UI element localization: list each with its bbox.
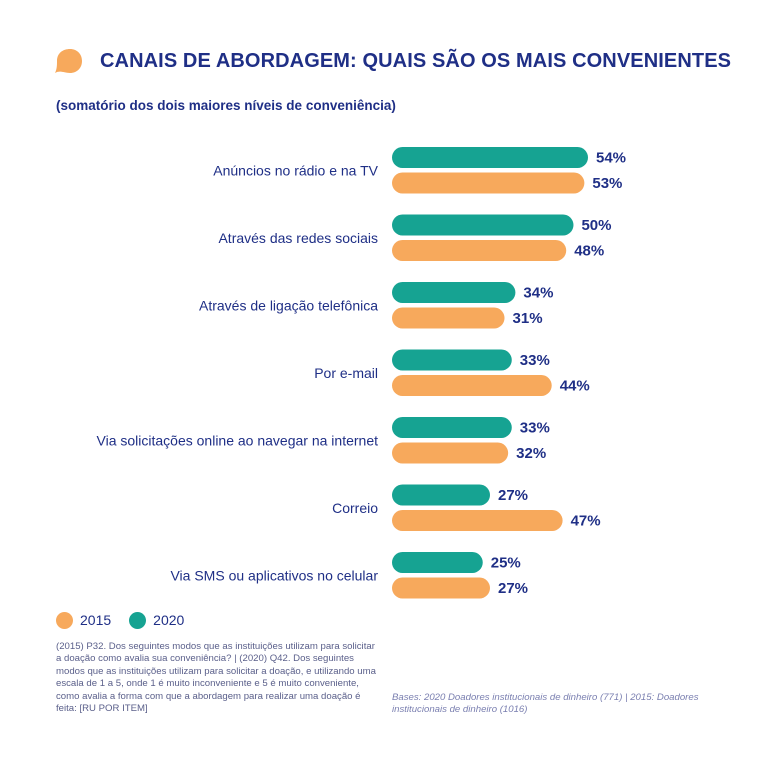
question-footnote: (2015) P32. Dos seguintes modos que as i… — [56, 641, 376, 715]
value-label-2015: 31% — [513, 310, 543, 327]
value-label-2015: 53% — [592, 175, 622, 192]
bar-group-atraves-das-redes-sociais: Através das redes sociais 50% 48% — [218, 214, 612, 261]
legend-item-2015: 2015 — [56, 611, 112, 629]
value-label-2015: 48% — [574, 243, 604, 260]
value-label-2020: 33% — [520, 352, 550, 369]
value-label-2020: 33% — [520, 420, 550, 437]
value-label-2015: 32% — [516, 445, 546, 462]
chart-subtitle: (somatório dos dois maiores níveis de co… — [56, 98, 396, 113]
legend-label-2020: 2020 — [153, 612, 185, 628]
bar-2020 — [392, 349, 512, 371]
value-label-2020: 54% — [596, 150, 626, 167]
legend-swatch-2015 — [56, 611, 73, 629]
bar-2020 — [392, 484, 490, 506]
legend-swatch-2020 — [129, 611, 147, 629]
legend: 2015 2020 — [56, 610, 202, 630]
category-label: Por e-mail — [314, 365, 378, 381]
value-label-2015: 27% — [498, 580, 528, 597]
value-label-2020: 50% — [581, 217, 611, 234]
bar-2020 — [392, 214, 574, 236]
bar-group-via-sms-ou-aplicativos-no-celular: Via SMS ou aplicativos no celular 25% 27% — [170, 552, 528, 599]
bar-2015 — [392, 510, 563, 531]
value-label-2020: 25% — [491, 555, 521, 572]
category-label: Correio — [332, 500, 378, 516]
chart-title: CANAIS DE ABORDAGEM: QUAIS SÃO OS MAIS C… — [100, 50, 732, 72]
bar-2020 — [392, 552, 483, 573]
bar-chart: Anúncios no rádio e na TV 54% 53% Através d… — [97, 147, 626, 599]
bar-group-anuncios-no-radio-e-na-tv: Anúncios no rádio e na TV 54% 53% — [213, 147, 626, 194]
bar-2020 — [392, 147, 588, 168]
bar-2015 — [392, 307, 505, 329]
sample-sources: Bases: 2020 Doadores institucionais de d… — [392, 692, 699, 716]
category-label: Através de ligação telefônica — [199, 297, 378, 313]
bar-group-por-e-mail: Por e-mail 33% 44% — [314, 349, 590, 396]
bar-2015 — [392, 442, 509, 464]
category-label: Anúncios no rádio e na TV — [213, 162, 378, 178]
legend-label-2015: 2015 — [80, 612, 112, 628]
speech-drop-icon — [55, 49, 82, 73]
value-label-2015: 44% — [560, 378, 590, 395]
bar-2020 — [392, 282, 516, 303]
bar-group-via-solicitacoes-online-ao-navegar-na-internet: Via solicitações online ao navegar na in… — [97, 417, 550, 464]
category-label: Através das redes sociais — [218, 230, 378, 246]
bar-2020 — [392, 417, 512, 438]
value-label-2020: 34% — [523, 285, 553, 302]
value-label-2015: 47% — [571, 513, 601, 530]
legend-item-2020: 2020 — [129, 611, 185, 629]
bar-2015 — [392, 240, 567, 261]
bar-group-atraves-de-ligacao-telefonica: Através de ligação telefônica 34% 31% — [199, 282, 553, 329]
category-label: Via solicitações online ao navegar na in… — [97, 432, 379, 448]
bar-2015 — [392, 577, 490, 599]
value-label-2020: 27% — [498, 487, 528, 504]
bar-2015 — [392, 172, 585, 194]
category-label: Via SMS ou aplicativos no celular — [170, 567, 378, 583]
bar-2015 — [392, 375, 552, 396]
bar-group-correio: Correio 27% 47% — [332, 484, 601, 531]
